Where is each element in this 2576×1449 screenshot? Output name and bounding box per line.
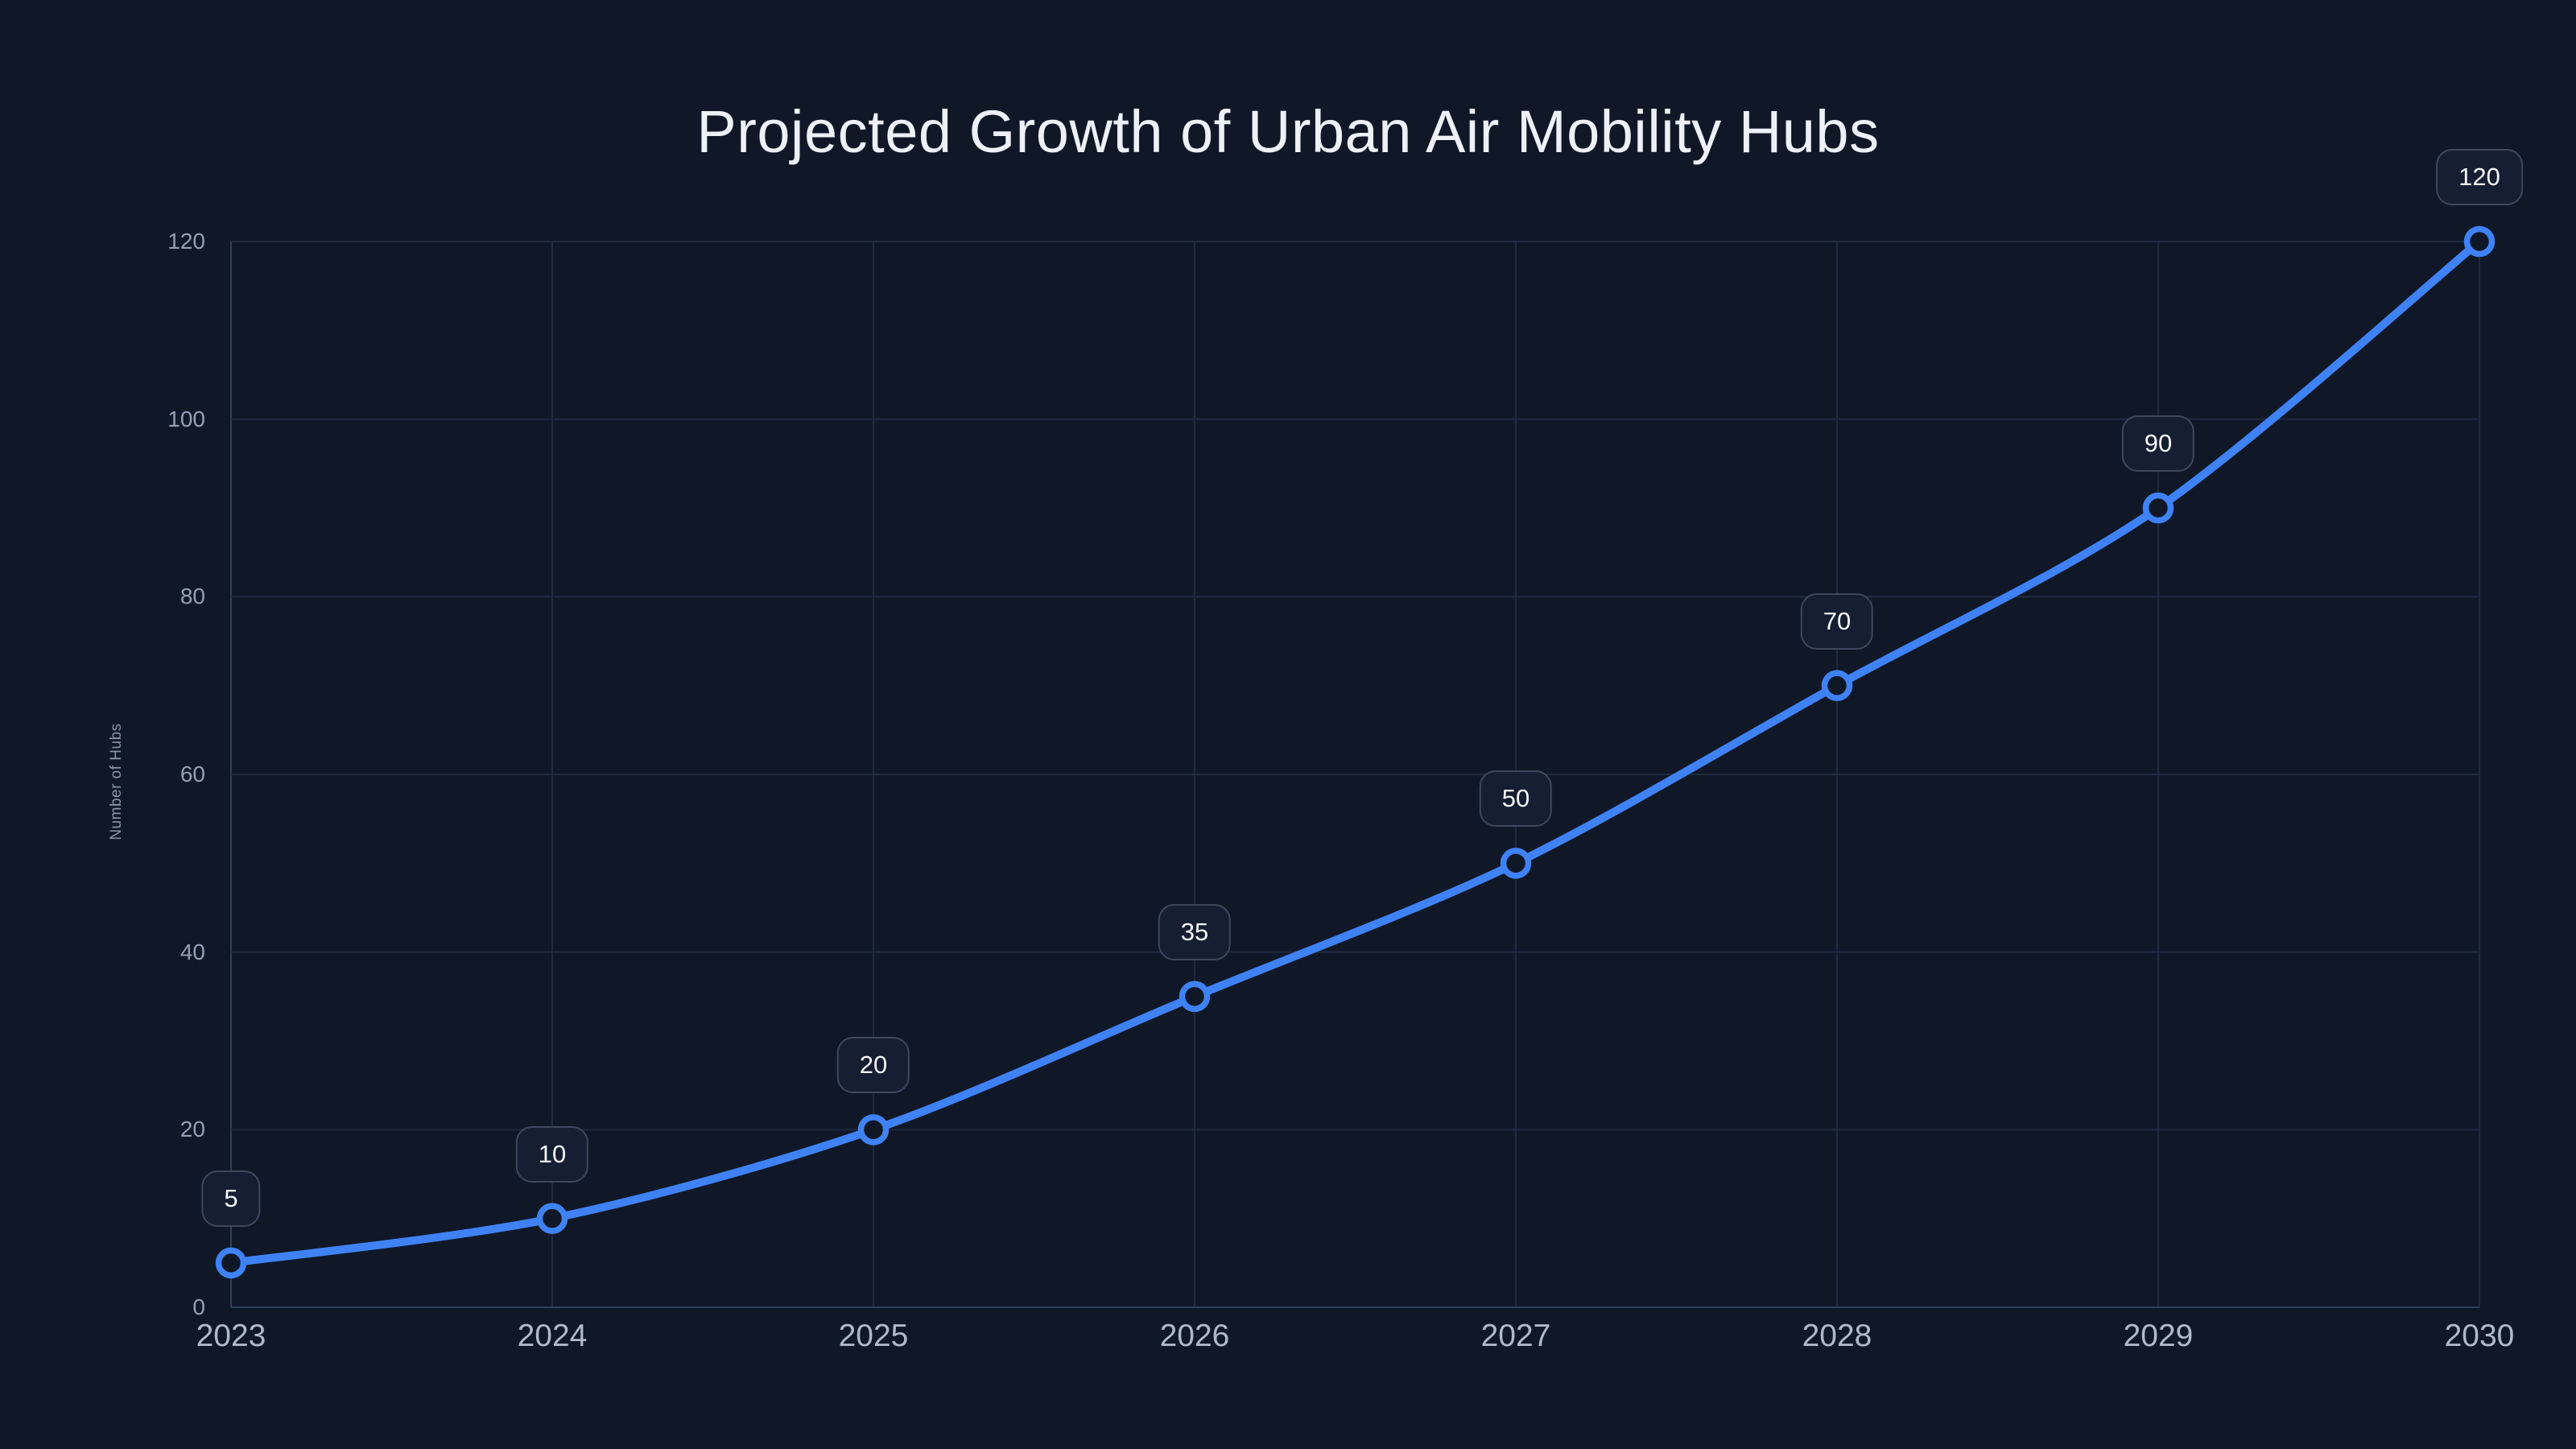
x-tick-label-2026: 2026: [1159, 1319, 1230, 1353]
data-point-marker-2027[interactable]: [1500, 848, 1532, 879]
x-tick-label-2028: 2028: [1802, 1319, 1872, 1353]
y-tick-label-0: 0: [192, 1294, 205, 1319]
x-tick-label-2030: 2030: [2444, 1319, 2515, 1353]
x-tick-label-2027: 2027: [1480, 1319, 1551, 1353]
series-line: [227, 237, 2483, 1267]
data-point-label-2028: 70: [1800, 592, 1874, 650]
data-point-marker-2023[interactable]: [215, 1247, 247, 1279]
y-tick-label-40: 40: [180, 939, 205, 964]
data-point-label-2026: 35: [1158, 903, 1232, 960]
y-tick-label-120: 120: [167, 229, 205, 254]
data-point-marker-2030[interactable]: [2463, 225, 2496, 258]
gridlines: [230, 241, 2480, 1308]
data-point-label-2029: 90: [2121, 415, 2195, 472]
data-point-marker-2026[interactable]: [1179, 980, 1211, 1013]
y-tick-label-80: 80: [180, 584, 205, 609]
y-tick-label-60: 60: [180, 762, 205, 786]
x-tick-label-2023: 2023: [196, 1319, 266, 1353]
x-tick-label-2024: 2024: [517, 1319, 588, 1353]
data-point-label-2027: 50: [1479, 770, 1553, 828]
data-point-label-2024: 10: [515, 1125, 589, 1183]
data-point-marker-2029[interactable]: [2142, 492, 2174, 524]
chart-title: Projected Growth of Urban Air Mobility H…: [696, 98, 1880, 165]
data-point-label-2030: 120: [2436, 149, 2523, 205]
y-tick-label-100: 100: [167, 406, 205, 431]
x-tick-label-2029: 2029: [2123, 1319, 2194, 1353]
line-series: [215, 225, 2496, 1279]
data-point-marker-2028[interactable]: [1821, 670, 1853, 701]
data-point-label-2025: 20: [836, 1037, 910, 1094]
data-point-marker-2024[interactable]: [536, 1203, 568, 1234]
data-point-marker-2025[interactable]: [857, 1114, 890, 1146]
y-tick-label-20: 20: [180, 1117, 205, 1142]
x-tick-label-2025: 2025: [838, 1319, 909, 1353]
data-point-label-2023: 5: [201, 1170, 261, 1227]
